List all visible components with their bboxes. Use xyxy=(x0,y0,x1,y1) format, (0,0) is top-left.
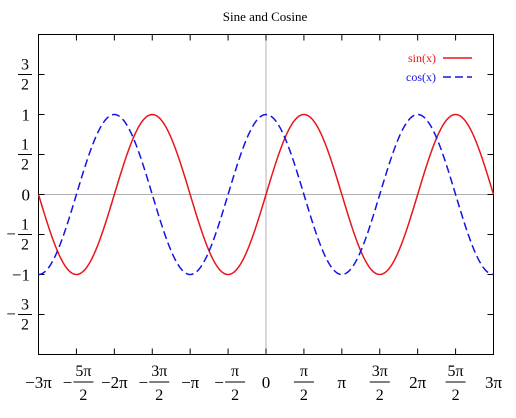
x-tick-text: 3π xyxy=(485,373,503,392)
x-tick-text: −3π xyxy=(25,373,52,392)
x-tick-numerator: 5π xyxy=(75,363,91,380)
x-tick-label: −3π 2 xyxy=(138,363,170,404)
x-tick-label: 2π xyxy=(409,373,427,392)
y-tick-denominator: 2 xyxy=(21,157,29,174)
x-tick-sign: − xyxy=(63,373,73,392)
x-tick-label: 3π xyxy=(485,373,503,392)
x-tick-denominator: 2 xyxy=(452,387,460,404)
x-tick-numerator: π xyxy=(231,363,239,380)
legend-label: cos(x) xyxy=(406,70,436,84)
x-tick-label: 0 xyxy=(262,373,271,392)
x-tick-denominator: 2 xyxy=(376,387,384,404)
y-tick-denominator: 2 xyxy=(21,237,29,254)
x-tick-label: −2π xyxy=(101,373,128,392)
x-tick-label: 3π2 xyxy=(369,363,390,404)
legend: sin(x) cos(x) xyxy=(406,51,472,84)
x-tick-denominator: 2 xyxy=(79,387,87,404)
x-tick-sign: − xyxy=(138,373,148,392)
legend-item: sin(x) xyxy=(408,51,472,65)
y-tick-numerator: 1 xyxy=(21,137,29,154)
x-tick-numerator: 3π xyxy=(372,363,388,380)
x-tick-label: −π 2 xyxy=(214,363,246,404)
y-tick-sign: − xyxy=(6,305,16,324)
x-tick-text: −π xyxy=(181,373,200,392)
x-tick-text: 0 xyxy=(262,373,271,392)
y-tick-label: −1 xyxy=(12,266,30,285)
y-tick-label: −1 2 xyxy=(6,217,32,254)
x-tick-text: π xyxy=(338,373,347,392)
x-tick-label: π xyxy=(338,373,347,392)
series-line-cos xyxy=(38,113,494,276)
y-tick-denominator: 2 xyxy=(21,317,29,334)
series-lines xyxy=(37,113,495,276)
y-tick-text: 0 xyxy=(22,186,31,205)
series-line-sin xyxy=(37,113,495,276)
x-tick-numerator: π xyxy=(300,363,308,380)
x-tick-denominator: 2 xyxy=(155,387,163,404)
x-tick-denominator: 2 xyxy=(300,387,308,404)
x-tick-label: −3π xyxy=(25,373,52,392)
y-tick-label: 32 xyxy=(18,57,32,94)
y-tick-numerator: 3 xyxy=(21,297,29,314)
y-tick-label: 12 xyxy=(18,137,32,174)
y-tick-label: 0 xyxy=(22,186,31,205)
x-tick-sign: − xyxy=(214,373,224,392)
x-tick-label: −5π 2 xyxy=(63,363,94,404)
y-tick-numerator: 3 xyxy=(21,57,29,74)
legend-label: sin(x) xyxy=(408,51,436,65)
y-tick-numerator: 1 xyxy=(21,217,29,234)
y-tick-text: 1 xyxy=(22,106,31,125)
x-tick-text: 2π xyxy=(409,373,427,392)
y-tick-label: −3 2 xyxy=(6,297,32,334)
y-tick-text: −1 xyxy=(12,266,30,285)
x-tick-numerator: 5π xyxy=(448,363,464,380)
tick-marks xyxy=(38,34,494,355)
x-tick-text: −2π xyxy=(101,373,128,392)
chart-title: Sine and Cosine xyxy=(223,9,308,24)
y-tick-label: 1 xyxy=(22,106,31,125)
x-tick-label: 5π2 xyxy=(445,363,466,404)
x-tick-denominator: 2 xyxy=(231,387,239,404)
x-tick-label: −π xyxy=(181,373,200,392)
y-tick-sign: − xyxy=(6,225,16,244)
x-tick-label: π2 xyxy=(293,363,314,404)
x-tick-numerator: 3π xyxy=(151,363,167,380)
y-tick-denominator: 2 xyxy=(21,77,29,94)
legend-item: cos(x) xyxy=(406,70,472,84)
